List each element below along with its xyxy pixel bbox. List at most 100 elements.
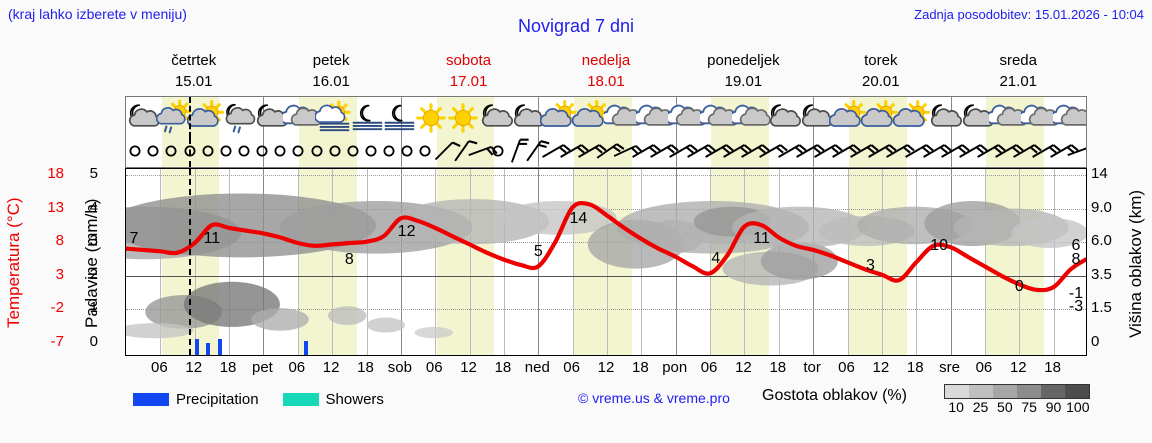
wind-calm-icon — [242, 138, 282, 166]
vertical-gridline — [229, 169, 231, 355]
tick-label: 3 — [55, 265, 64, 283]
temperature-value-label: 0 — [1014, 277, 1024, 295]
tick-label: 4 — [89, 198, 98, 216]
page-title: Novigrad 7 dni — [517, 16, 635, 36]
day-header-3: nedelja 18.01 — [537, 50, 674, 94]
tick-label: 6.0 — [1091, 232, 1112, 250]
wind-calm-icon — [224, 138, 264, 166]
day-date: 15.01 — [174, 73, 213, 90]
day-name: četrtek — [171, 52, 217, 69]
wind-barb-icon — [551, 138, 591, 166]
day-header-6: sreda 21.01 — [950, 50, 1087, 94]
tick-label: 3.5 — [1091, 265, 1112, 283]
temperature-axis-label: Temperatura (°C) — [4, 197, 23, 329]
moon-cloud-icon — [764, 99, 802, 137]
wind-barb-icon — [496, 138, 536, 166]
wind-barb-icon — [714, 138, 754, 166]
temperature-value-label: 11 — [203, 230, 221, 248]
x-tick-label: 18 — [494, 359, 512, 376]
temperature-value-label: 5 — [533, 243, 543, 261]
wind-barb-icon — [732, 138, 772, 166]
tick-label: 9.0 — [1091, 198, 1112, 216]
tick-label: 5 — [89, 165, 98, 182]
location-menu-note[interactable]: (kraj lahko izberete v meniju) — [8, 6, 187, 22]
temperature-value-label: 11 — [753, 230, 770, 248]
cloud-density-scale-ticks: 10 25 50 75 90 100 — [944, 399, 1104, 417]
current-time-marker — [189, 97, 191, 138]
wind-barb-icon — [750, 138, 790, 166]
temperature-value-label: 4 — [711, 250, 721, 268]
tick-label: 13 — [47, 198, 64, 216]
daytime-band — [711, 138, 770, 167]
x-tick-label: tor — [803, 359, 821, 376]
cloud-density-tick: 10 — [948, 399, 964, 415]
x-tick-label: 06 — [151, 359, 168, 376]
cloud-height-axis-label: Višina oblakov (km) — [1126, 189, 1145, 338]
wind-barb-icon — [787, 138, 827, 166]
cloud-density-field — [126, 193, 1086, 339]
legend-item-precipitation: Precipitation — [133, 391, 259, 408]
vertical-gridline — [332, 169, 334, 355]
x-tick-label: 06 — [288, 359, 306, 376]
wind-calm-icon — [333, 138, 373, 166]
cloud-sun-icon — [860, 99, 899, 137]
tick-label: -7 — [50, 332, 64, 350]
moon-cloud-icon — [476, 99, 514, 137]
wind-barb-icon — [660, 138, 700, 166]
x-tick-label: 18 — [906, 359, 924, 376]
cloud-sun-icon — [186, 99, 225, 137]
vertical-gridline — [194, 169, 196, 355]
wind-barb-icon — [641, 138, 681, 166]
temperature-value-label: 12 — [397, 223, 416, 241]
temperature-line — [126, 200, 1086, 293]
showers-legend-label: Showers — [325, 390, 384, 408]
cloud-sun-fog-icon — [314, 99, 353, 137]
daytime-band — [299, 138, 357, 167]
temperature-value-label: 8 — [344, 250, 354, 268]
day-separator — [675, 169, 677, 355]
wind-barb-icon — [950, 138, 990, 166]
x-tick-label: 12 — [872, 359, 890, 376]
vertical-gridline — [984, 169, 986, 355]
day-date: 21.01 — [999, 73, 1038, 90]
vertical-gridline — [160, 169, 162, 355]
x-tick-label: 06 — [975, 359, 993, 376]
horizontal-gridline — [126, 275, 1086, 277]
precipitation-swatch — [133, 392, 169, 406]
day-separator — [813, 138, 815, 167]
x-tick-label: ned — [524, 359, 550, 376]
legend-item-showers: Showers — [282, 390, 384, 408]
x-tick-label: pet — [251, 359, 273, 376]
wind-barb-icon — [859, 138, 899, 166]
day-separator — [538, 169, 540, 355]
tick-label: 1 — [89, 299, 98, 317]
wind-calm-icon — [206, 138, 246, 166]
cloud-sun-icon — [892, 99, 931, 137]
current-time-marker — [189, 169, 191, 355]
forecast-plot[interactable]: 7 11 8 12 5 14 4 11 3 10 0 8 -3 6 -1 — [125, 168, 1087, 356]
day-date: 16.01 — [312, 73, 350, 90]
credit-link[interactable]: © vreme.us & vreme.pro — [578, 390, 730, 406]
x-tick-label: 06 — [425, 359, 443, 376]
wind-barb-icon — [533, 138, 573, 166]
moon-fog-icon — [348, 99, 386, 137]
wind-calm-icon — [260, 138, 300, 166]
wind-barb-icon — [877, 138, 917, 166]
x-tick-label: 18 — [219, 359, 237, 376]
wind-barb-icon — [805, 138, 845, 166]
cloud-sun-icon — [828, 99, 867, 137]
tick-label: -2 — [50, 299, 64, 317]
wind-calm-icon — [478, 138, 518, 166]
wind-barb-icon — [914, 138, 954, 166]
last-update-text: Zadnja posodobitev: 15.01.2026 - 10:04 — [914, 7, 1144, 22]
day-name: ponedeljek — [707, 52, 780, 69]
vertical-gridline — [881, 169, 883, 355]
wind-barb-icon — [623, 138, 663, 166]
showers-swatch — [282, 392, 319, 406]
wind-barb-icon — [896, 138, 936, 166]
precipitation-bar — [217, 339, 222, 355]
tick-label: 8 — [55, 232, 64, 250]
moon-cloud-icon — [925, 99, 963, 137]
x-tick-label: 18 — [769, 359, 787, 376]
wind-barb-icon — [442, 138, 482, 166]
